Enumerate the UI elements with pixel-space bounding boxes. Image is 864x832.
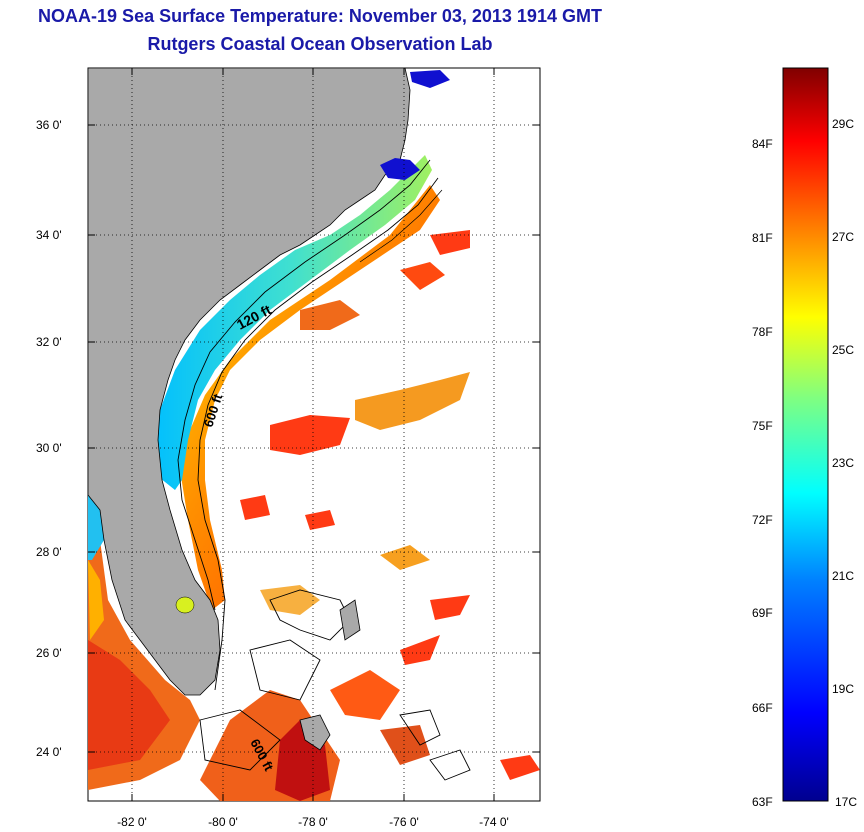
graticule — [88, 68, 540, 801]
lon-label-76: -76 0' — [389, 815, 419, 829]
colorbar-label-19c: 19C — [832, 682, 855, 696]
shelf-cool-water — [150, 155, 432, 490]
colorbar-label-21c: 21C — [832, 569, 855, 583]
colorbar-label-69f: 69F — [752, 606, 773, 620]
lon-label-78: -78 0' — [298, 815, 328, 829]
colorbar-label-27c: 27C — [832, 230, 855, 244]
land-mass — [88, 68, 411, 696]
colorbar-label-17c: 17C — [835, 795, 858, 809]
colorbar-ramp — [782, 67, 829, 802]
lat-label-32: 32 0' — [36, 335, 62, 349]
colorbar-label-72f: 72F — [752, 513, 773, 527]
colorbar-label-81f: 81F — [752, 231, 773, 245]
lat-label-28: 28 0' — [36, 545, 62, 559]
gulf-stream-band — [180, 185, 440, 610]
colorbar-label-75f: 75F — [752, 419, 773, 433]
colorbar-label-29c: 29C — [832, 117, 855, 131]
lat-label-30: 30 0' — [36, 441, 62, 455]
map-title: NOAA-19 Sea Surface Temperature: Novembe… — [38, 6, 602, 26]
lat-label-24: 24 0' — [36, 745, 62, 759]
isobath-600ft — [197, 177, 439, 691]
colorbar-label-63f: 63F — [752, 795, 773, 809]
map-subtitle: Rutgers Coastal Ocean Observation Lab — [147, 34, 493, 54]
colorbar-label-66f: 66F — [752, 701, 773, 715]
lon-label-80: -80 0' — [208, 815, 238, 829]
lat-label-36: 36 0' — [36, 118, 62, 132]
colorbar-label-78f: 78F — [752, 325, 773, 339]
lat-label-26: 26 0' — [36, 646, 62, 660]
colorbar-label-23c: 23C — [832, 456, 855, 470]
colorbar-label-25c: 25C — [832, 343, 855, 357]
lon-label-74: -74 0' — [479, 815, 509, 829]
lon-label-82: -82 0' — [117, 815, 147, 829]
colorbar-label-84f: 84F — [752, 137, 773, 151]
isobath-120ft — [177, 159, 431, 611]
lat-label-34: 34 0' — [36, 228, 62, 242]
